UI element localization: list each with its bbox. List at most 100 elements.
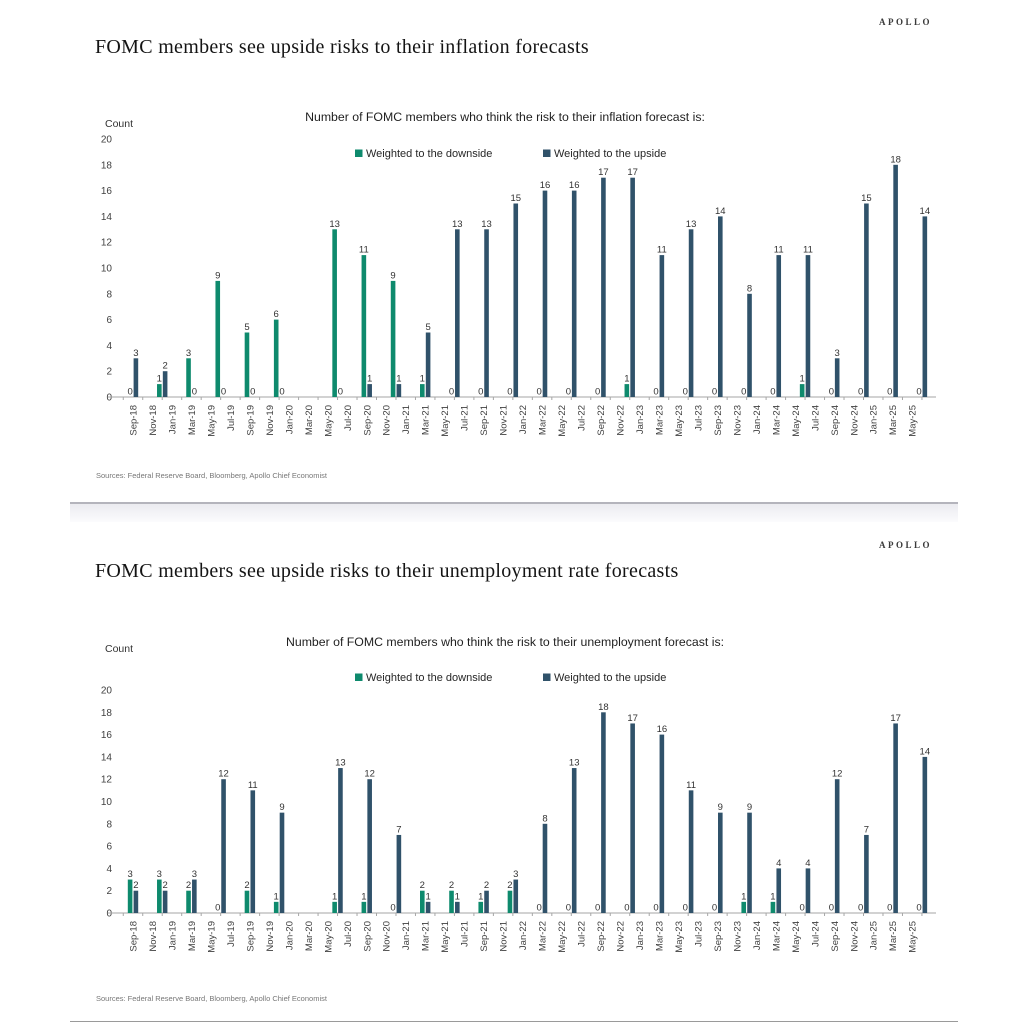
x-tick-label: May-23 bbox=[674, 405, 685, 437]
bar-value-label-upside: 2 bbox=[484, 880, 489, 891]
bar-downside bbox=[273, 901, 279, 913]
bar-upside bbox=[834, 779, 840, 913]
x-tick-label: Jan-20 bbox=[284, 405, 295, 434]
bar-value-label-downside: 0 bbox=[858, 387, 863, 398]
bar-upside bbox=[922, 216, 928, 397]
bar-upside bbox=[571, 190, 577, 397]
bar-value-label-downside: 0 bbox=[858, 903, 863, 914]
bar-value-label-upside: 13 bbox=[481, 219, 492, 230]
bar-value-label-downside: 0 bbox=[712, 903, 717, 914]
x-tick-label: Sep-24 bbox=[830, 405, 841, 436]
legend-label-downside: Weighted to the downside bbox=[366, 148, 492, 160]
bar-downside bbox=[332, 901, 337, 913]
bar-upside bbox=[922, 756, 928, 913]
bar-value-label-downside: 3 bbox=[186, 348, 191, 359]
bar-value-label-downside: 0 bbox=[683, 387, 688, 398]
x-tick-label: May-20 bbox=[323, 921, 334, 953]
bar-value-label-upside: 11 bbox=[803, 245, 813, 256]
bar-value-label-upside: 9 bbox=[747, 802, 752, 813]
bar-value-label-downside: 1 bbox=[274, 891, 279, 902]
x-tick-label: Nov-20 bbox=[382, 405, 393, 436]
bar-upside bbox=[805, 868, 811, 913]
x-tick-label: Mar-23 bbox=[654, 921, 665, 951]
x-tick-label: May-23 bbox=[674, 921, 685, 953]
x-tick-label: Nov-24 bbox=[849, 405, 860, 436]
bar-value-label-upside: 9 bbox=[279, 802, 284, 813]
bar-upside bbox=[630, 177, 635, 397]
bar-downside bbox=[244, 332, 250, 397]
bar-value-label-downside: 3 bbox=[157, 869, 162, 880]
bar-upside bbox=[396, 834, 402, 913]
x-tick-label: Mar-19 bbox=[187, 405, 198, 435]
bar-value-label-upside: 13 bbox=[686, 219, 697, 230]
bar-upside bbox=[192, 879, 197, 913]
y-tick-label: 6 bbox=[106, 315, 112, 326]
bar-value-label-upside: 0 bbox=[338, 387, 343, 398]
x-tick-label: Jul-19 bbox=[226, 921, 237, 947]
bar-upside bbox=[250, 790, 256, 913]
x-tick-label: Jul-22 bbox=[577, 405, 588, 431]
legend-label-upside: Weighted to the upside bbox=[554, 148, 666, 160]
bar-value-label-upside: 0 bbox=[192, 387, 197, 398]
bar-upside bbox=[718, 812, 723, 913]
bar-value-label-downside: 0 bbox=[215, 903, 220, 914]
bar-value-label-upside: 12 bbox=[218, 769, 229, 780]
bar-upside bbox=[630, 723, 635, 913]
bar-downside bbox=[361, 901, 367, 913]
bar-downside bbox=[361, 255, 367, 397]
bar-upside bbox=[367, 779, 372, 913]
y-tick-label: 2 bbox=[106, 367, 112, 378]
x-tick-label: Sep-21 bbox=[479, 405, 490, 436]
legend-swatch-downside bbox=[355, 149, 363, 157]
bar-value-label-upside: 17 bbox=[598, 167, 609, 178]
bar-value-label-upside: 4 bbox=[805, 858, 810, 869]
bar-upside bbox=[805, 255, 811, 397]
x-tick-label: May-24 bbox=[791, 921, 802, 953]
bar-downside bbox=[332, 229, 337, 397]
y-tick-label: 0 bbox=[106, 909, 112, 920]
x-tick-label: Jul-19 bbox=[226, 405, 237, 431]
x-tick-label: May-22 bbox=[557, 405, 568, 437]
x-tick-label: Nov-21 bbox=[499, 921, 510, 952]
x-tick-label: Jul-22 bbox=[577, 921, 588, 947]
x-tick-label: Jan-21 bbox=[401, 921, 412, 950]
bar-value-label-upside: 12 bbox=[832, 769, 843, 780]
bar-upside bbox=[659, 734, 665, 913]
x-tick-label: Nov-19 bbox=[265, 921, 276, 952]
x-tick-label: Sep-21 bbox=[479, 921, 490, 952]
y-tick-label: 20 bbox=[101, 135, 113, 146]
bar-downside bbox=[770, 901, 776, 913]
x-tick-label: Mar-22 bbox=[538, 921, 549, 951]
bar-value-label-downside: 13 bbox=[329, 219, 340, 230]
x-tick-label: Mar-19 bbox=[187, 921, 198, 951]
bar-upside bbox=[747, 293, 752, 397]
x-tick-label: Nov-23 bbox=[732, 405, 743, 436]
bar-value-label-downside: 0 bbox=[829, 387, 834, 398]
y-tick-label: 18 bbox=[101, 708, 113, 719]
bar-value-label-upside: 3 bbox=[133, 348, 138, 359]
bar-value-label-upside: 13 bbox=[569, 758, 580, 769]
bar-upside bbox=[688, 229, 694, 397]
bar-value-label-downside: 0 bbox=[829, 903, 834, 914]
bar-value-label-downside: 9 bbox=[215, 270, 220, 281]
y-axis-title: Count bbox=[105, 643, 133, 655]
x-tick-label: Jan-20 bbox=[284, 921, 295, 950]
bar-value-label-downside: 0 bbox=[566, 903, 571, 914]
bar-upside bbox=[747, 812, 752, 913]
x-tick-label: Jan-22 bbox=[518, 405, 529, 434]
y-tick-label: 2 bbox=[106, 886, 112, 897]
bar-value-label-upside: 17 bbox=[627, 713, 638, 724]
x-tick-label: Nov-23 bbox=[732, 921, 743, 952]
bar-downside bbox=[390, 280, 396, 397]
chart-subtitle: Number of FOMC members who think the ris… bbox=[305, 110, 705, 124]
x-tick-label: Jul-23 bbox=[693, 405, 704, 431]
bar-downside bbox=[157, 879, 162, 913]
page-edge-rule bbox=[70, 1021, 958, 1022]
chart-subtitle: Number of FOMC members who think the ris… bbox=[286, 635, 724, 649]
bar-value-label-upside: 3 bbox=[835, 348, 840, 359]
x-tick-label: Jul-23 bbox=[693, 921, 704, 947]
x-tick-label: May-21 bbox=[440, 921, 451, 953]
bar-value-label-upside: 8 bbox=[542, 813, 547, 824]
y-tick-label: 20 bbox=[101, 686, 113, 697]
bar-value-label-upside: 8 bbox=[747, 283, 752, 294]
